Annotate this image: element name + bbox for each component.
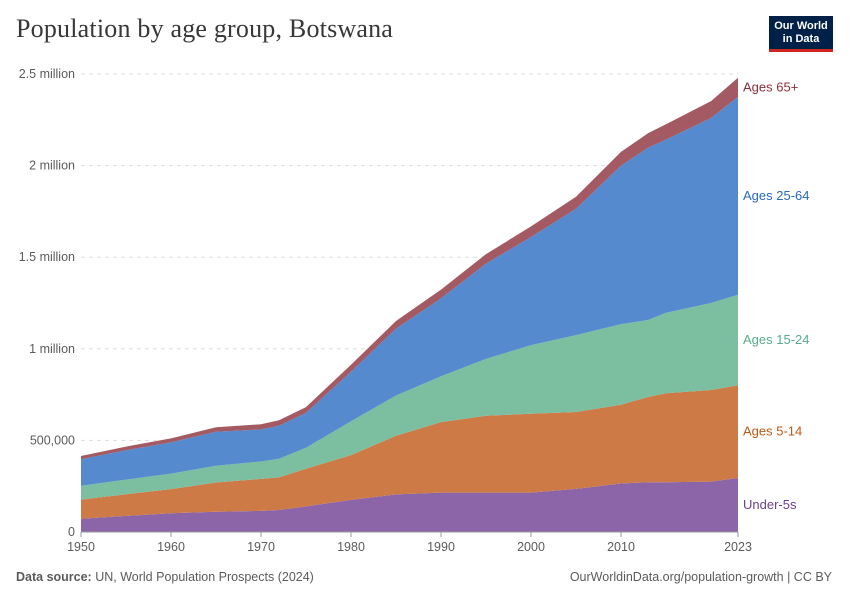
y-tick-label: 500,000	[30, 433, 75, 447]
series-label-ages-25-64: Ages 25-64	[743, 188, 810, 203]
logo-line-2: in Data	[782, 33, 820, 45]
y-tick-label: 0	[68, 525, 75, 539]
x-tick-label: 1980	[337, 540, 365, 554]
series-label-ages-15-24: Ages 15-24	[743, 332, 810, 347]
data-source-label: Data source:	[16, 570, 92, 584]
data-source: Data source: UN, World Population Prospe…	[16, 570, 314, 584]
series-label-ages-65-: Ages 65+	[743, 79, 798, 94]
x-tick-label: 2000	[517, 540, 545, 554]
area-ages-15-24	[81, 294, 738, 500]
x-tick-label: 2010	[607, 540, 635, 554]
y-tick-label: 1.5 million	[19, 250, 75, 264]
data-source-text[interactable]: UN, World Population Prospects (2024)	[95, 570, 314, 584]
y-tick-label: 1 million	[29, 342, 75, 356]
area-ages-25-64	[81, 96, 738, 486]
footer-link[interactable]: OurWorldinData.org/population-growth | C…	[569, 570, 832, 584]
x-tick-label: 1950	[67, 540, 95, 554]
series-label-ages-5-14: Ages 5-14	[743, 424, 802, 439]
x-tick-label: 1990	[427, 540, 455, 554]
x-tick-label: 1970	[247, 540, 275, 554]
series-label-under-5s: Under-5s	[743, 497, 797, 512]
y-tick-label: 2 million	[29, 159, 75, 173]
area-ages-5-14	[81, 385, 738, 519]
owid-logo[interactable]: Our World in Data	[769, 16, 833, 52]
x-tick-label: 2023	[724, 540, 752, 554]
area-under-5s	[81, 478, 738, 532]
logo-line-1: Our World	[774, 20, 828, 32]
y-tick-label: 2.5 million	[19, 67, 75, 81]
chart-title: Population by age group, Botswana	[16, 14, 394, 43]
x-tick-label: 1960	[157, 540, 185, 554]
